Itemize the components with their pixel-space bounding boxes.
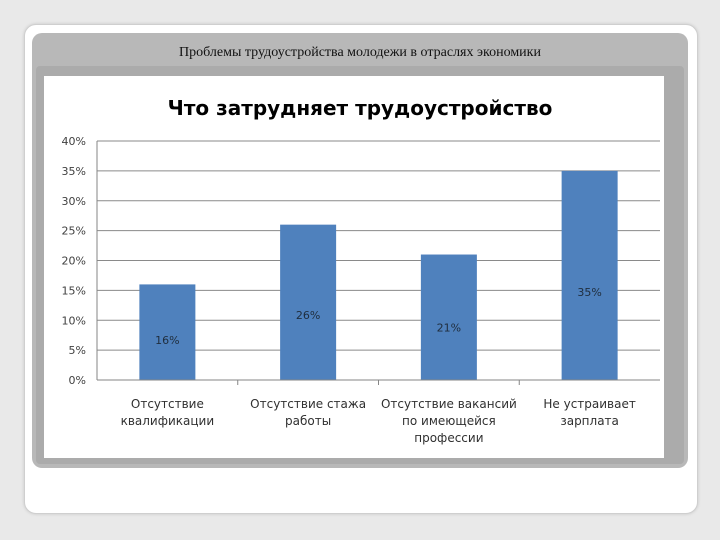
x-axis-categories: Отсутствие квалификации Отсутствие стажа ра… xyxy=(121,380,636,445)
y-axis-ticks: 0% 5% 10% 15% 20% 25% 30% 35% 40% xyxy=(62,135,86,387)
x-category-label: Отсутствие вакансий xyxy=(381,397,517,411)
x-category-label: Не устраивает xyxy=(543,397,635,411)
x-category-label: зарплата xyxy=(560,414,619,428)
x-category-label: по имеющейся xyxy=(402,414,496,428)
chart-title: Что затрудняет трудоустройство xyxy=(168,96,553,120)
y-tick-label: 25% xyxy=(62,225,86,238)
chart-panel xyxy=(44,76,664,458)
x-category-label: профессии xyxy=(414,431,483,445)
bar xyxy=(139,284,196,380)
data-label: 21% xyxy=(437,321,461,334)
data-label: 16% xyxy=(155,334,179,347)
data-label: 35% xyxy=(577,286,601,299)
slide-title: Проблемы трудоустройства молодежи в отра… xyxy=(179,45,541,60)
x-category-label: Отсутствие xyxy=(131,397,204,411)
y-tick-label: 40% xyxy=(62,135,86,148)
bar xyxy=(561,170,618,380)
x-category-label: Отсутствие стажа xyxy=(250,397,366,411)
y-tick-label: 10% xyxy=(62,314,86,327)
bar xyxy=(280,224,337,380)
y-tick-label: 0% xyxy=(69,374,86,387)
bars xyxy=(139,170,618,380)
y-tick-label: 15% xyxy=(62,284,86,297)
y-tick-label: 5% xyxy=(69,344,86,357)
x-category-label: квалификации xyxy=(121,414,215,428)
x-category-label: работы xyxy=(285,414,331,428)
y-tick-label: 20% xyxy=(62,255,86,268)
data-labels: 16% 26% 21% 35% xyxy=(155,286,602,347)
y-tick-label: 30% xyxy=(62,195,86,208)
bar xyxy=(420,254,477,380)
data-label: 26% xyxy=(296,309,320,322)
y-tick-label: 35% xyxy=(62,165,86,178)
